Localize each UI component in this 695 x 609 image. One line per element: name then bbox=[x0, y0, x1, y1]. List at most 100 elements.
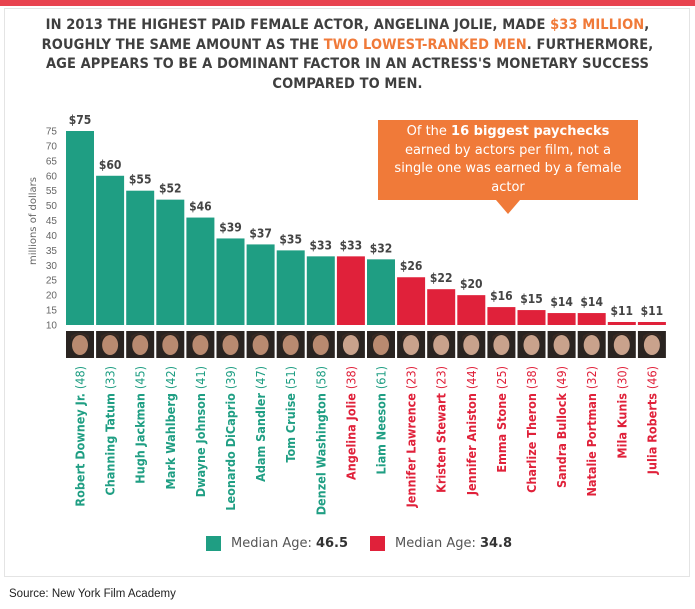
actor-photo bbox=[306, 331, 335, 358]
callout-text-2: earned by actors per film, not a single … bbox=[394, 142, 622, 195]
value-labels: $75 $60 $55 $52 $46 $39 $37 $35 $33 $33 $32 $26 $22 $… bbox=[69, 113, 663, 318]
actor-photo bbox=[216, 331, 245, 358]
bar-value-label: $55 bbox=[129, 173, 152, 187]
actor-photo bbox=[156, 331, 185, 358]
y-tick-label: 70 bbox=[46, 141, 58, 152]
bar bbox=[577, 313, 606, 325]
actor-photo bbox=[517, 331, 546, 358]
bar bbox=[216, 238, 245, 325]
actor-photo bbox=[336, 331, 365, 358]
actor-name-label: Julia Roberts(46) bbox=[644, 366, 659, 475]
legend-male-swatch bbox=[206, 536, 221, 551]
y-axis-label: millions of dollars bbox=[28, 177, 39, 265]
actor-photo bbox=[367, 331, 395, 358]
actor-photo bbox=[577, 331, 606, 358]
legend-male: Median Age: 46.5 bbox=[206, 536, 348, 551]
y-tick-label: 55 bbox=[46, 186, 58, 197]
y-tick-label: 40 bbox=[46, 231, 58, 242]
bar bbox=[517, 310, 546, 325]
actor-name-label: Adam Sandler(47) bbox=[253, 366, 268, 482]
actor-name-label: Jennifer Aniston(44) bbox=[464, 366, 479, 496]
bar-value-label: $16 bbox=[490, 289, 513, 303]
actor-photo bbox=[547, 331, 576, 358]
top-accent-bar bbox=[0, 0, 695, 6]
actor-name-label: Denzel Washington(58) bbox=[313, 366, 328, 515]
actor-name-label: Emma Stone(25) bbox=[494, 366, 509, 473]
bar bbox=[427, 289, 456, 325]
actor-name-label: Mila Kunis(30) bbox=[614, 366, 629, 459]
bar bbox=[246, 244, 275, 325]
bar-value-label: $39 bbox=[219, 220, 242, 234]
actor-photo bbox=[397, 331, 426, 358]
bar-value-label: $11 bbox=[641, 304, 664, 318]
legend-female-swatch bbox=[370, 536, 385, 551]
actor-name-label: Tom Cruise(51) bbox=[283, 366, 298, 462]
actor-name-label: Robert Downey Jr.(48) bbox=[73, 366, 88, 507]
bar bbox=[367, 259, 395, 325]
y-tick-label: 75 bbox=[46, 127, 58, 138]
bar-value-label: $75 bbox=[69, 113, 92, 127]
headline-highlight-amount: $33 MILLION bbox=[550, 17, 645, 33]
bar-value-label: $33 bbox=[340, 238, 363, 252]
bar-value-label: $20 bbox=[460, 277, 483, 291]
callout-text: Of the 16 biggest paychecks earned by ac… bbox=[390, 123, 626, 197]
bar bbox=[336, 256, 365, 325]
actor-photo bbox=[637, 331, 666, 358]
actor-name-label: Natalie Portman(32) bbox=[584, 366, 599, 497]
actor-photo bbox=[607, 331, 636, 358]
legend-female-value: 34.8 bbox=[479, 536, 513, 551]
callout-box: Of the 16 biggest paychecks earned by ac… bbox=[378, 120, 638, 200]
bar-value-label: $14 bbox=[550, 295, 573, 309]
callout-text-1: Of the bbox=[406, 124, 452, 139]
bar-value-label: $26 bbox=[400, 259, 423, 273]
y-tick-label: 60 bbox=[46, 171, 58, 182]
headline-highlight-men: TWO LOWEST-RANKED MEN bbox=[323, 36, 527, 53]
bar-value-label: $46 bbox=[189, 200, 212, 214]
y-tick-label: 15 bbox=[46, 306, 58, 317]
bar-value-label: $32 bbox=[370, 241, 393, 255]
actor-photo bbox=[246, 331, 275, 358]
y-tick-label: 45 bbox=[46, 216, 58, 227]
y-tick-label: 10 bbox=[46, 321, 58, 332]
actor-name-label: Sandra Bullock(49) bbox=[554, 366, 569, 488]
actor-photo bbox=[66, 331, 94, 358]
actor-name-label: Mark Wahlberg(42) bbox=[163, 366, 178, 490]
callout: Of the 16 biggest paychecks earned by ac… bbox=[378, 120, 638, 214]
legend-male-label: Median Age: bbox=[231, 536, 312, 551]
actor-photos bbox=[66, 331, 666, 358]
bar bbox=[186, 217, 215, 325]
bar bbox=[397, 277, 426, 325]
actor-photo bbox=[487, 331, 516, 358]
actor-name-label: Leonardo DiCaprio(39) bbox=[223, 366, 238, 511]
bar-value-label: $15 bbox=[520, 292, 543, 306]
headline-text-3: . FURTHERMORE, AGE APPEARS TO BE A DOMIN… bbox=[45, 36, 654, 92]
legend-male-value: 46.5 bbox=[315, 536, 349, 551]
bar-value-label: $33 bbox=[310, 238, 333, 252]
actor-photo bbox=[427, 331, 456, 358]
bar-value-label: $14 bbox=[580, 295, 603, 309]
bar-value-label: $37 bbox=[249, 226, 272, 240]
bar-value-label: $35 bbox=[279, 232, 302, 246]
callout-arrow bbox=[496, 200, 520, 214]
bar bbox=[66, 131, 94, 325]
actor-name-label: Angelina Jolie(38) bbox=[343, 366, 358, 480]
headline-text-2: , ROUGHLY THE SAME AMOUNT AS THE bbox=[41, 17, 650, 53]
source-note: Source: New York Film Academy bbox=[9, 588, 176, 600]
y-tick-label: 35 bbox=[46, 246, 58, 257]
bar bbox=[607, 322, 636, 325]
bar bbox=[156, 199, 185, 325]
y-tick-label: 50 bbox=[46, 201, 58, 212]
bar bbox=[457, 295, 486, 325]
bar bbox=[96, 175, 125, 325]
actor-name-label: Dwayne Johnson(41) bbox=[193, 366, 208, 497]
actor-name-label: Kristen Stewart(23) bbox=[434, 366, 449, 493]
bar-value-label: $60 bbox=[99, 158, 122, 172]
bar bbox=[126, 190, 155, 325]
actor-photo bbox=[96, 331, 125, 358]
legend-female-label: Median Age: bbox=[395, 536, 476, 551]
bar bbox=[637, 322, 666, 325]
actor-name-labels: Robert Downey Jr.(48) Channing Tatum(33) H… bbox=[73, 366, 660, 515]
bars bbox=[66, 131, 666, 325]
bar-value-label: $11 bbox=[611, 304, 634, 318]
